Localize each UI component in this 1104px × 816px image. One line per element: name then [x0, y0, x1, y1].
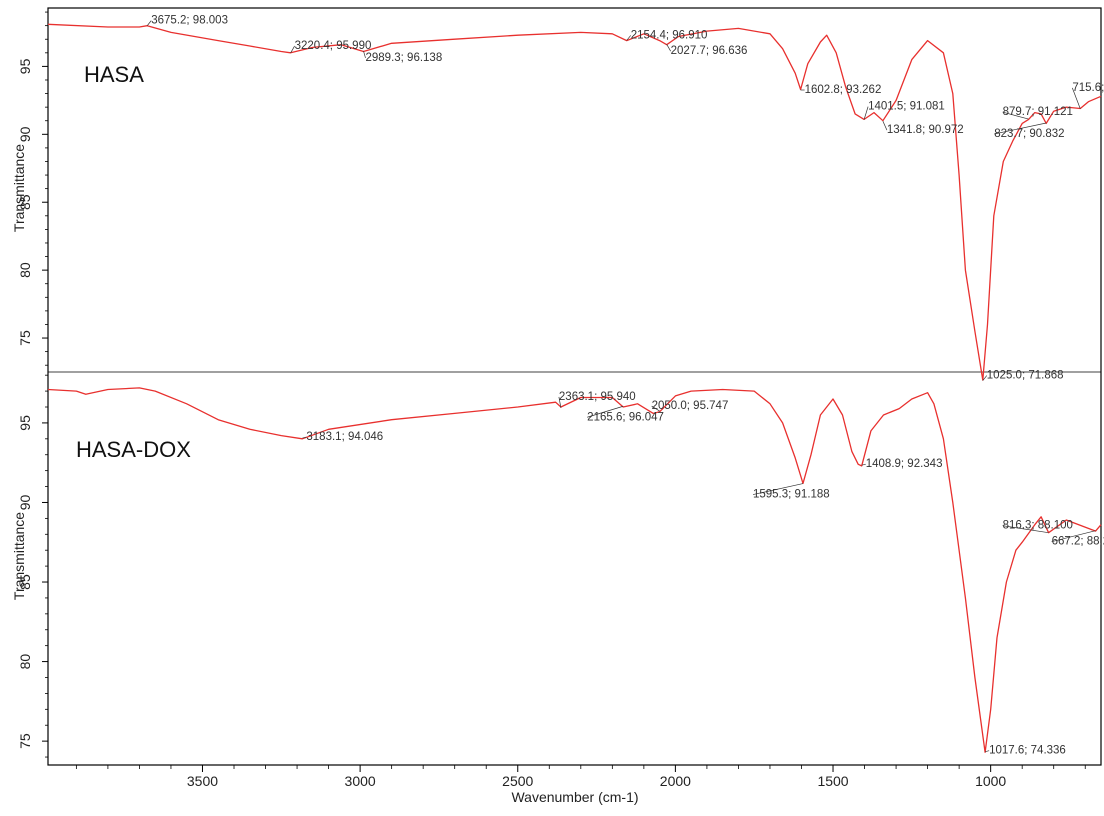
peak-leader — [1002, 525, 1049, 534]
y-axis-title-hasa: Transmittance — [11, 144, 27, 232]
peak-label: 2050.0; 95.747 — [652, 400, 729, 412]
peak-leader — [982, 375, 988, 381]
y-tick-label: 95 — [17, 415, 33, 431]
peak-label: 667.2; 88.226 — [1052, 536, 1104, 548]
plot-frame — [47, 7, 1102, 766]
peak-leader — [558, 396, 562, 409]
peak-label: 1595.3; 91.188 — [753, 489, 830, 501]
peak-leader — [994, 122, 1047, 135]
peak-label: 1401.5; 91.081 — [868, 101, 945, 113]
panel-name-hasa-dox: HASA-DOX — [76, 437, 191, 462]
peak-leader — [861, 463, 866, 466]
peak-leader — [651, 405, 660, 412]
peak-leader — [863, 106, 869, 120]
peak-label: 2154.4; 96.910 — [631, 29, 708, 41]
peak-label: 1341.8; 90.972 — [887, 124, 964, 136]
y-tick-label: 90 — [17, 126, 33, 142]
peak-label: 1017.6; 74.336 — [989, 745, 1066, 757]
peak-leader — [363, 50, 366, 59]
peak-label: 3675.2; 98.003 — [151, 15, 228, 27]
spectrum-line-hasa-dox — [47, 387, 1102, 753]
x-axis-title: Wavenumber (cm-1) — [511, 789, 638, 805]
peak-label: 1602.8; 93.262 — [805, 84, 882, 96]
peak-leader — [626, 35, 631, 41]
peak-label: 715.6; 91.877 — [1072, 82, 1104, 94]
y-tick-label: 85 — [17, 194, 33, 210]
peak-leader — [752, 483, 804, 495]
y-tick-label: 75 — [17, 330, 33, 346]
peak-leader — [985, 750, 990, 753]
peak-leader — [290, 45, 295, 54]
peak-label: 2027.7; 96.636 — [671, 45, 748, 57]
x-tick-label: 3500 — [187, 773, 218, 789]
peak-label: 816.3; 88.100 — [1003, 520, 1073, 532]
x-tick-label: 3000 — [345, 773, 376, 789]
peak-leader — [882, 120, 888, 131]
peak-label: 823.7; 90.832 — [994, 128, 1064, 140]
peak-label: 1025.0; 71.868 — [987, 370, 1064, 382]
y-tick-label: 90 — [17, 494, 33, 510]
peak-label: 3183.1; 94.046 — [306, 431, 383, 443]
peak-label: 2989.3; 96.138 — [365, 52, 442, 64]
y-tick-label: 80 — [17, 262, 33, 278]
panel-name-hasa: HASA — [84, 62, 144, 87]
peak-leader — [1071, 87, 1081, 109]
y-tick-label: 80 — [17, 654, 33, 670]
x-tick-label: 1500 — [817, 773, 848, 789]
peak-label: 1408.9; 92.343 — [866, 458, 943, 470]
x-tick-label: 2000 — [660, 773, 691, 789]
spectrum-line-hasa — [47, 23, 1102, 381]
peak-leader — [1002, 111, 1029, 120]
peak-leader — [587, 405, 624, 418]
peak-leader — [666, 44, 671, 52]
y-axis-title-hasa-dox: Transmittance — [11, 512, 27, 600]
peak-label: 879.7; 91.121 — [1003, 106, 1073, 118]
peak-label: 2363.1; 95.940 — [559, 391, 636, 403]
y-tick-label: 95 — [17, 58, 33, 74]
x-tick-label: 2500 — [502, 773, 533, 789]
y-tick-label: 85 — [17, 574, 33, 590]
peak-leader — [302, 436, 307, 439]
y-tick-label: 75 — [17, 733, 33, 749]
peak-leader — [1051, 530, 1096, 543]
peak-leader — [146, 20, 152, 26]
peak-label: 2165.6; 96.047 — [587, 411, 664, 423]
peak-label: 3220.4; 95.990 — [295, 40, 372, 52]
x-tick-label: 1000 — [975, 773, 1006, 789]
